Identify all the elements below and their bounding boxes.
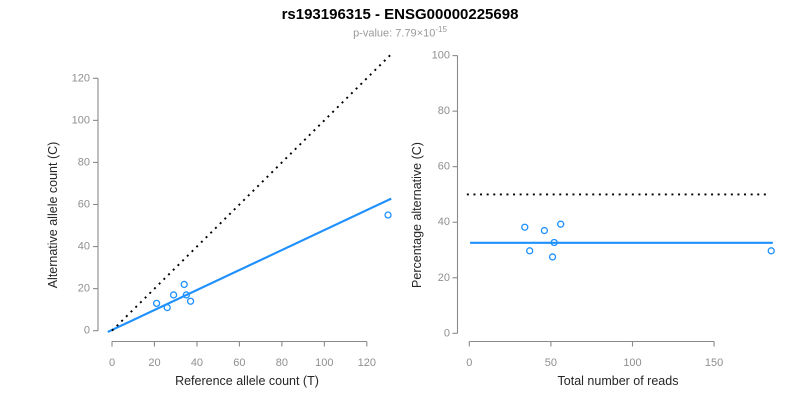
data-point: [767, 247, 775, 255]
data-point: [384, 211, 392, 219]
y-tick-label: 60: [78, 199, 90, 211]
y-tick-label: 120: [72, 72, 90, 84]
y-tick-label: 80: [438, 105, 450, 117]
x-axis-title: Total number of reads: [558, 374, 679, 388]
data-point: [521, 223, 529, 231]
subtitle-times-sign: ×: [416, 27, 424, 40]
data-point: [186, 297, 195, 305]
subtitle-prefix: p-value:: [353, 27, 396, 40]
data-point: [550, 238, 558, 247]
data-point: [169, 291, 178, 299]
x-tick-label: 150: [705, 357, 723, 369]
y-tick-label: 60: [438, 161, 450, 173]
x-tick-label: 0: [466, 357, 472, 369]
data-point: [526, 247, 534, 255]
data-point: [163, 303, 171, 312]
y-tick-label: 20: [438, 272, 450, 284]
y-tick-label: 20: [78, 283, 90, 295]
data-point: [557, 220, 565, 228]
x-tick-label: 100: [623, 357, 641, 369]
panel-left: 0 20 40 60 80 100 120 0 20 40 60 80 100 120 Reference …: [46, 54, 392, 388]
figure-header: rs193196315 - ENSG00000225698 p-value: 7…: [0, 6, 800, 40]
x-tick-label: 80: [276, 357, 288, 369]
x-tick-label: 40: [191, 357, 203, 369]
subtitle-mantissa: 7.79: [395, 27, 417, 40]
data-point: [548, 253, 557, 261]
plot-title: rs193196315 - ENSG00000225698: [281, 6, 519, 23]
panel-right: 0 50 100 150 0 20 40 60 80 100 Total number of rea…: [410, 50, 775, 388]
y-tick-label: 100: [432, 50, 450, 62]
y-tick-label: 40: [78, 241, 90, 253]
y-tick-label: 0: [444, 327, 450, 339]
y-axis-title: Percentage alternative (C): [410, 142, 424, 288]
identity-line: [111, 54, 391, 332]
subtitle-exponent: -15: [435, 25, 447, 34]
x-tick-label: 100: [315, 357, 333, 369]
x-tick-label: 60: [233, 357, 245, 369]
y-axis-title: Alternative allele count (C): [46, 142, 60, 289]
y-tick-label: 0: [84, 325, 90, 337]
y-tick-label: 80: [78, 156, 90, 168]
x-axis-title: Reference allele count (T): [175, 374, 319, 388]
data-point: [182, 291, 190, 299]
data-point: [152, 299, 161, 308]
data-point: [180, 280, 188, 289]
regression-fit: [107, 197, 392, 333]
subtitle-base: 10: [423, 27, 436, 40]
y-tick-label: 40: [438, 216, 450, 228]
plot-subtitle: p-value: 7.79×10-15: [0, 25, 800, 40]
data-point: [540, 226, 549, 235]
x-tick-label: 120: [358, 357, 376, 369]
x-tick-label: 50: [545, 357, 557, 369]
x-tick-label: 0: [109, 357, 115, 369]
y-tick-label: 100: [72, 114, 90, 126]
x-tick-label: 20: [148, 357, 160, 369]
